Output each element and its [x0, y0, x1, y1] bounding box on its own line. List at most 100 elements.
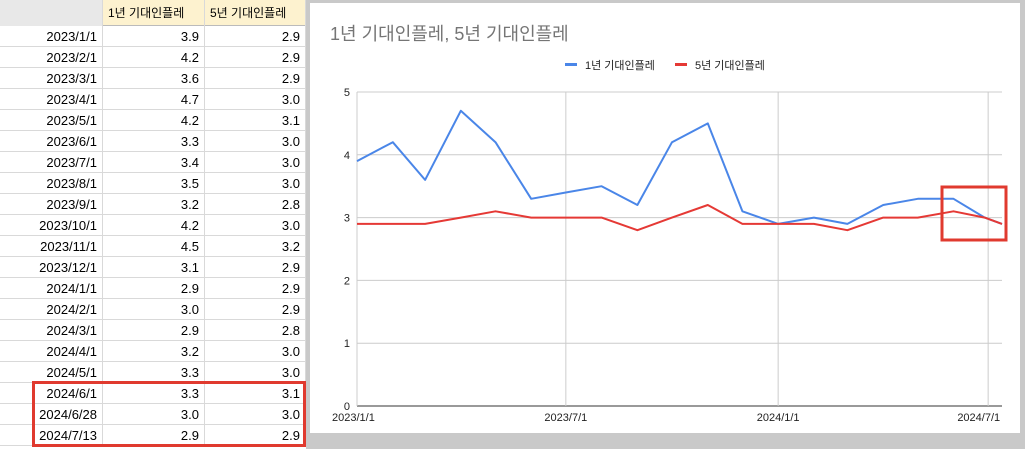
cell-1y[interactable]: 4.2 — [103, 110, 205, 131]
cell-1y[interactable]: 3.5 — [103, 173, 205, 194]
cell-date[interactable]: 2024/2/1 — [0, 299, 103, 320]
x-tick-label: 2024/7/1 — [957, 412, 1000, 424]
data-point — [880, 215, 886, 221]
data-point — [563, 215, 569, 221]
data-point — [528, 196, 534, 202]
cell-1y[interactable]: 3.3 — [103, 383, 205, 404]
cell-5y[interactable]: 3.0 — [205, 341, 306, 362]
y-tick-label: 4 — [344, 150, 350, 162]
table-row: 2023/7/1 3.4 3.0 — [0, 152, 306, 173]
cell-1y[interactable]: 3.4 — [103, 152, 205, 173]
cell-5y[interactable]: 3.0 — [205, 215, 306, 236]
cell-5y[interactable]: 2.9 — [205, 299, 306, 320]
cell-1y[interactable]: 2.9 — [103, 278, 205, 299]
cell-1y[interactable]: 3.3 — [103, 362, 205, 383]
table-row: 2024/1/1 2.9 2.9 — [0, 278, 306, 299]
table-row: 2024/6/1 3.3 3.1 — [0, 383, 306, 404]
table-row: 2023/2/1 4.2 2.9 — [0, 47, 306, 68]
cell-5y[interactable]: 3.0 — [205, 89, 306, 110]
cell-1y[interactable]: 2.9 — [103, 320, 205, 341]
cell-date[interactable]: 2024/3/1 — [0, 320, 103, 341]
data-point — [705, 120, 711, 126]
header-cell-5y[interactable]: 5년 기대인플레 — [205, 0, 306, 26]
cell-date[interactable]: 2023/4/1 — [0, 89, 103, 110]
cell-5y[interactable]: 3.1 — [205, 110, 306, 131]
cell-date[interactable]: 2024/6/1 — [0, 383, 103, 404]
cell-date[interactable]: 2024/5/1 — [0, 362, 103, 383]
table-row: 2024/3/1 2.9 2.8 — [0, 320, 306, 341]
table-row: 2024/2/1 3.0 2.9 — [0, 299, 306, 320]
cell-date[interactable]: 2024/7/13 — [0, 425, 103, 446]
cell-date[interactable]: 2023/12/1 — [0, 257, 103, 278]
cell-date[interactable]: 2024/1/1 — [0, 278, 103, 299]
cell-5y[interactable]: 2.9 — [205, 278, 306, 299]
series-line-2 — [357, 204, 1003, 232]
cell-5y[interactable]: 2.9 — [205, 257, 306, 278]
cell-date[interactable]: 2023/7/1 — [0, 152, 103, 173]
table-row: 2023/9/1 3.2 2.8 — [0, 194, 306, 215]
cell-1y[interactable]: 4.2 — [103, 47, 205, 68]
header-cell-date[interactable] — [0, 0, 103, 26]
x-tick-label: 2023/1/1 — [332, 412, 375, 424]
cell-5y[interactable]: 2.9 — [205, 47, 306, 68]
cell-5y[interactable]: 3.0 — [205, 362, 306, 383]
y-tick-label: 3 — [344, 213, 350, 225]
cell-5y[interactable]: 2.9 — [205, 26, 306, 47]
data-point — [880, 202, 886, 208]
data-point — [669, 139, 675, 145]
data-point — [634, 227, 640, 233]
data-point — [390, 221, 396, 227]
cell-date[interactable]: 2023/11/1 — [0, 236, 103, 257]
data-point — [739, 221, 745, 227]
cell-date[interactable]: 2023/5/1 — [0, 110, 103, 131]
cell-5y[interactable]: 3.1 — [205, 383, 306, 404]
cell-1y[interactable]: 3.0 — [103, 299, 205, 320]
cell-1y[interactable]: 3.2 — [103, 194, 205, 215]
cell-1y[interactable]: 3.3 — [103, 131, 205, 152]
cell-5y[interactable]: 3.0 — [205, 404, 306, 425]
cell-date[interactable]: 2024/4/1 — [0, 341, 103, 362]
data-point — [422, 221, 428, 227]
cell-1y[interactable]: 3.1 — [103, 257, 205, 278]
cell-date[interactable]: 2023/2/1 — [0, 47, 103, 68]
cell-5y[interactable]: 3.0 — [205, 152, 306, 173]
data-point — [915, 196, 921, 202]
cell-1y[interactable]: 4.2 — [103, 215, 205, 236]
cell-1y[interactable]: 3.6 — [103, 68, 205, 89]
header-cell-1y[interactable]: 1년 기대인플레 — [103, 0, 205, 26]
cell-1y[interactable]: 4.7 — [103, 89, 205, 110]
data-point — [951, 208, 957, 214]
data-point — [951, 196, 957, 202]
cell-date[interactable]: 2023/10/1 — [0, 215, 103, 236]
cell-5y[interactable]: 2.8 — [205, 320, 306, 341]
cell-5y[interactable]: 2.9 — [205, 68, 306, 89]
cell-5y[interactable]: 2.8 — [205, 194, 306, 215]
cell-date[interactable]: 2023/9/1 — [0, 194, 103, 215]
table-row: 2023/4/1 4.7 3.0 — [0, 89, 306, 110]
cell-1y[interactable]: 3.2 — [103, 341, 205, 362]
chart-highlight-box — [940, 185, 1008, 242]
cell-date[interactable]: 2024/6/28 — [0, 404, 103, 425]
chart-legend: 1년 기대인플레 5년 기대인플레 — [565, 59, 765, 72]
data-point — [458, 215, 464, 221]
table-row: 2023/8/1 3.5 3.0 — [0, 173, 306, 194]
data-point — [669, 215, 675, 221]
legend-label: 5년 기대인플레 — [695, 59, 765, 72]
cell-date[interactable]: 2023/8/1 — [0, 173, 103, 194]
y-tick-label: 1 — [344, 338, 350, 350]
cell-5y[interactable]: 3.2 — [205, 236, 306, 257]
data-point — [811, 221, 817, 227]
cell-5y[interactable]: 2.9 — [205, 425, 306, 446]
cell-5y[interactable]: 3.0 — [205, 131, 306, 152]
cell-1y[interactable]: 4.5 — [103, 236, 205, 257]
cell-date[interactable]: 2023/3/1 — [0, 68, 103, 89]
series-line-1 — [356, 109, 1003, 225]
cell-1y[interactable]: 3.9 — [103, 26, 205, 47]
cell-1y[interactable]: 2.9 — [103, 425, 205, 446]
series-lines — [356, 109, 1003, 233]
cell-1y[interactable]: 3.0 — [103, 404, 205, 425]
table-row: 2023/10/1 4.2 3.0 — [0, 215, 306, 236]
cell-date[interactable]: 2023/1/1 — [0, 26, 103, 47]
cell-date[interactable]: 2023/6/1 — [0, 131, 103, 152]
cell-5y[interactable]: 3.0 — [205, 173, 306, 194]
